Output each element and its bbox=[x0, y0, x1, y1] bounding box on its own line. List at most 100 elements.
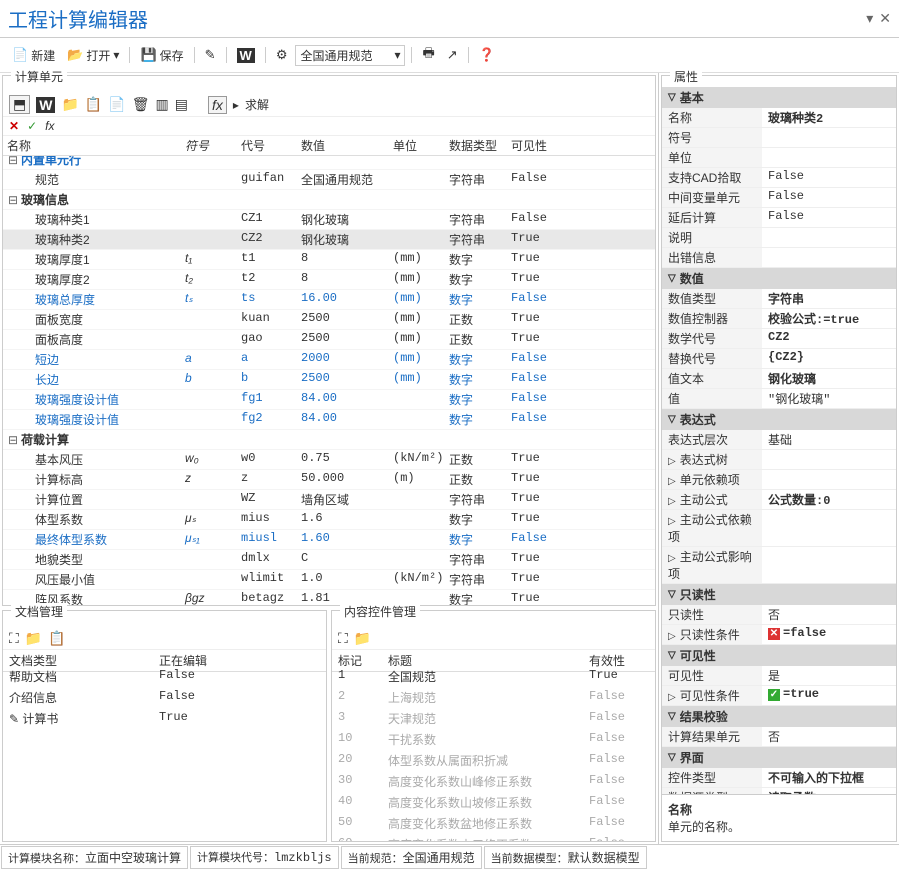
doc-copy-icon[interactable]: 📋 bbox=[48, 630, 65, 647]
prop-row[interactable]: 只读性否 bbox=[662, 605, 896, 625]
calc-row[interactable]: 玻璃厚度2 t₂ t2 8 (mm) 数字 True bbox=[3, 270, 655, 290]
content-expand-icon[interactable]: ⛶ bbox=[338, 630, 348, 647]
new-button[interactable]: 📄新建 bbox=[8, 45, 59, 66]
calc-row[interactable]: 玻璃强度设计值 fg2 84.00 数字 False bbox=[3, 410, 655, 430]
prop-row[interactable]: ▷主动公式依赖项 bbox=[662, 510, 896, 547]
close-icon[interactable]: ✕ bbox=[879, 10, 891, 27]
calc-row[interactable]: 玻璃强度设计值 fg1 84.00 数字 False bbox=[3, 390, 655, 410]
calc-row[interactable]: 长边 b b 2500 (mm) 数字 False bbox=[3, 370, 655, 390]
doc-row[interactable]: ✎ 计算书True bbox=[3, 708, 326, 729]
rows-icon[interactable]: ▤ bbox=[175, 96, 188, 113]
print-button[interactable]: 🖶 bbox=[418, 42, 438, 68]
paste-icon[interactable]: 📄 bbox=[108, 96, 125, 113]
prop-row[interactable]: ▷可见性条件✓=true bbox=[662, 686, 896, 706]
prop-row[interactable]: 出错信息 bbox=[662, 248, 896, 268]
prop-row[interactable]: 替换代号{CZ2} bbox=[662, 349, 896, 369]
delete-icon[interactable]: 🗑 bbox=[132, 96, 150, 113]
calc-row[interactable]: 玻璃种类1 CZ1 钢化玻璃 字符串 False bbox=[3, 210, 655, 230]
open-button[interactable]: 📂打开▾ bbox=[63, 45, 123, 66]
export-button[interactable]: ↗ bbox=[443, 45, 462, 65]
content-row[interactable]: 20体型系数从属面积折减False bbox=[332, 750, 655, 771]
insert-icon[interactable]: ⬒ bbox=[9, 95, 30, 114]
spec-dropdown[interactable]: 全国通用规范▾ bbox=[295, 45, 405, 66]
doc-folder-icon[interactable]: 📁 bbox=[25, 630, 42, 647]
save-button[interactable]: 💾保存 bbox=[136, 45, 187, 66]
settings-button[interactable]: ⚙ bbox=[272, 45, 292, 65]
prop-section[interactable]: ▽表达式 bbox=[662, 409, 896, 430]
content-row[interactable]: 10干扰系数False bbox=[332, 729, 655, 750]
help-button[interactable]: ❓ bbox=[475, 45, 499, 65]
prop-row[interactable]: 延后计算False bbox=[662, 208, 896, 228]
minimize-icon[interactable]: ▾ bbox=[866, 10, 873, 27]
calc-grid[interactable]: ⊟内置单元行 规范 guifan 全国通用规范 字符串 False⊟玻璃信息 玻… bbox=[3, 150, 655, 605]
content-row[interactable]: 40高度变化系数山坡修正系数False bbox=[332, 792, 655, 813]
prop-row[interactable]: 值"钢化玻璃" bbox=[662, 389, 896, 409]
doc-rows[interactable]: 帮助文档False介绍信息False✎ 计算书True bbox=[3, 666, 326, 841]
prop-row[interactable]: 支持CAD拾取False bbox=[662, 168, 896, 188]
copy-icon[interactable]: 📋 bbox=[85, 96, 102, 113]
prop-row[interactable]: 名称玻璃种类2 bbox=[662, 108, 896, 128]
solve-button[interactable]: 求解 bbox=[245, 96, 269, 113]
calc-row[interactable]: 玻璃种类2 CZ2 钢化玻璃 字符串 True bbox=[3, 230, 655, 250]
prop-section[interactable]: ▽结果校验 bbox=[662, 706, 896, 727]
prop-row[interactable]: 说明 bbox=[662, 228, 896, 248]
content-row[interactable]: 2上海规范False bbox=[332, 687, 655, 708]
content-row[interactable]: 50高度变化系数盆地修正系数False bbox=[332, 813, 655, 834]
prop-row[interactable]: 值文本钢化玻璃 bbox=[662, 369, 896, 389]
prop-row[interactable]: 数值类型字符串 bbox=[662, 289, 896, 309]
edit-button[interactable]: ✎ bbox=[201, 45, 220, 65]
calc-row[interactable]: 基本风压 w₀ w0 0.75 (kN/m²) 正数 True bbox=[3, 450, 655, 470]
prop-row[interactable]: 控件类型不可输入的下拉框 bbox=[662, 768, 896, 788]
calc-row[interactable]: 玻璃厚度1 t₁ t1 8 (mm) 数字 True bbox=[3, 250, 655, 270]
prop-row[interactable]: 可见性是 bbox=[662, 666, 896, 686]
content-row[interactable]: 3天津规范False bbox=[332, 708, 655, 729]
calc-row[interactable]: 短边 a a 2000 (mm) 数字 False bbox=[3, 350, 655, 370]
content-row[interactable]: 1全国规范True bbox=[332, 666, 655, 687]
word-icon-2[interactable]: W bbox=[36, 97, 55, 113]
calc-row[interactable]: 体型系数 μₛ mius 1.6 数字 True bbox=[3, 510, 655, 530]
prop-row[interactable]: 中间变量单元False bbox=[662, 188, 896, 208]
doc-row[interactable]: 帮助文档False bbox=[3, 666, 326, 687]
calc-row[interactable]: 地貌类型 dmlx C 字符串 True bbox=[3, 550, 655, 570]
prop-row[interactable]: 符号 bbox=[662, 128, 896, 148]
content-row[interactable]: 30高度变化系数山峰修正系数False bbox=[332, 771, 655, 792]
calc-row[interactable]: 面板高度 gao 2500 (mm) 正数 True bbox=[3, 330, 655, 350]
expand-icon[interactable]: ⛶ bbox=[9, 630, 19, 647]
calc-row[interactable]: 玻璃总厚度 tₛ ts 16.00 (mm) 数字 False bbox=[3, 290, 655, 310]
prop-row[interactable]: 数值控制器校验公式:=true bbox=[662, 309, 896, 329]
prop-row[interactable]: ▷表达式树 bbox=[662, 450, 896, 470]
group-row[interactable]: ⊟玻璃信息 bbox=[3, 190, 655, 210]
prop-row[interactable]: ▷单元依赖项 bbox=[662, 470, 896, 490]
cancel-fx-icon[interactable]: ✕ bbox=[9, 119, 19, 133]
calc-row[interactable]: 阵风系数 βgz betagz 1.81 数字 True bbox=[3, 590, 655, 605]
doc-row[interactable]: 介绍信息False bbox=[3, 687, 326, 708]
fx-toggle-icon[interactable]: fx bbox=[208, 96, 227, 114]
prop-section[interactable]: ▽基本 bbox=[662, 87, 896, 108]
prop-section[interactable]: ▽可见性 bbox=[662, 645, 896, 666]
prop-row[interactable]: 计算结果单元否 bbox=[662, 727, 896, 747]
props-body[interactable]: ▽基本名称玻璃种类2符号单位支持CAD拾取False中间变量单元False延后计… bbox=[662, 87, 896, 794]
calc-row[interactable]: 计算标高 z z 50.000 (m) 正数 True bbox=[3, 470, 655, 490]
folder-icon[interactable]: 📁 bbox=[61, 96, 78, 113]
content-row[interactable]: 60高度变化系数山口修正系数False bbox=[332, 834, 655, 841]
calc-row[interactable]: 面板宽度 kuan 2500 (mm) 正数 True bbox=[3, 310, 655, 330]
prop-section[interactable]: ▽只读性 bbox=[662, 584, 896, 605]
group-row[interactable]: ⊟荷载计算 bbox=[3, 430, 655, 450]
prop-row[interactable]: 单位 bbox=[662, 148, 896, 168]
calc-row[interactable]: 规范 guifan 全国通用规范 字符串 False bbox=[3, 170, 655, 190]
calc-row[interactable]: 计算位置 WZ 墙角区域 字符串 True bbox=[3, 490, 655, 510]
prop-section[interactable]: ▽界面 bbox=[662, 747, 896, 768]
prop-row[interactable]: ▷主动公式影响项 bbox=[662, 547, 896, 584]
calc-row[interactable]: 风压最小值 wlimit 1.0 (kN/m²) 字符串 True bbox=[3, 570, 655, 590]
accept-fx-icon[interactable]: ✓ bbox=[27, 119, 37, 133]
prop-row[interactable]: 表达式层次基础 bbox=[662, 430, 896, 450]
columns-icon[interactable]: ▥ bbox=[156, 96, 169, 113]
prop-row[interactable]: ▷只读性条件✕=false bbox=[662, 625, 896, 645]
prop-section[interactable]: ▽数值 bbox=[662, 268, 896, 289]
content-folder-icon[interactable]: 📁 bbox=[354, 630, 371, 647]
prop-row[interactable]: ▷主动公式公式数量:0 bbox=[662, 490, 896, 510]
prop-row[interactable]: 数学代号CZ2 bbox=[662, 329, 896, 349]
calc-row[interactable]: 最终体型系数 μₛ₁ miusl 1.60 数字 False bbox=[3, 530, 655, 550]
content-rows[interactable]: 1全国规范True2上海规范False3天津规范False10干扰系数False… bbox=[332, 666, 655, 841]
word-button[interactable]: W bbox=[233, 46, 259, 65]
